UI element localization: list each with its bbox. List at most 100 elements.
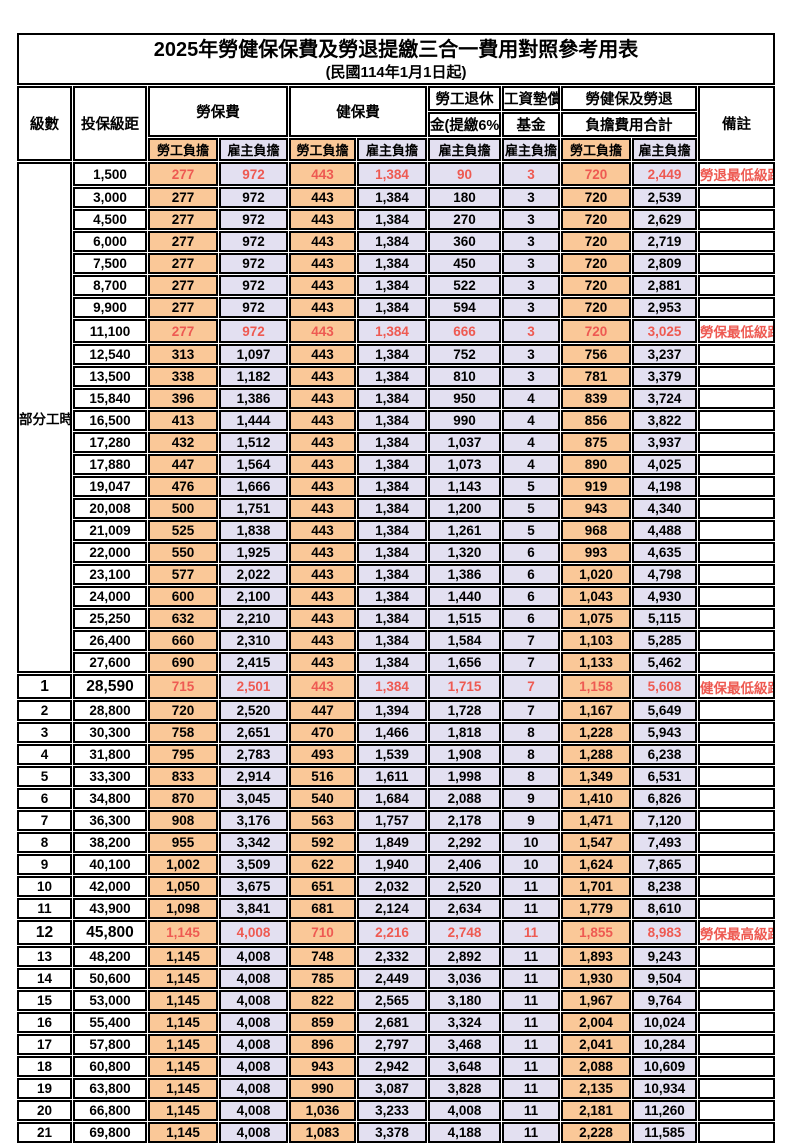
- pension-employer-cell: 1,998: [428, 766, 501, 787]
- col-header-pension-line1: 勞工退休: [428, 86, 501, 111]
- health-employer-cell: 1,384: [357, 162, 427, 186]
- total-employer-cell: 3,025: [632, 319, 697, 343]
- header-row-2: 金(提繳6%) 基金 負擔費用合計: [17, 112, 775, 137]
- remark-cell: [698, 788, 775, 809]
- health-employee-cell: 1,083: [289, 1122, 356, 1143]
- wage-fund-employer-cell: 11: [502, 1012, 560, 1033]
- total-employee-cell: 720: [561, 297, 631, 318]
- wage-fund-employer-cell: 4: [502, 410, 560, 431]
- bracket-cell: 28,800: [73, 700, 147, 721]
- health-employer-cell: 1,384: [357, 586, 427, 607]
- wage-fund-employer-cell: 10: [502, 854, 560, 875]
- level-cell: 9: [17, 854, 72, 875]
- labor-employee-cell: 476: [148, 476, 218, 497]
- labor-employer-cell: 3,176: [219, 810, 288, 831]
- total-employee-cell: 720: [561, 187, 631, 208]
- total-employer-cell: 2,809: [632, 253, 697, 274]
- total-employer-cell: 11,260: [632, 1100, 697, 1121]
- wage-fund-employer-cell: 3: [502, 344, 560, 365]
- col-header-total-line2: 負擔費用合計: [561, 112, 697, 137]
- bracket-cell: 40,100: [73, 854, 147, 875]
- total-employee-cell: 2,228: [561, 1122, 631, 1143]
- total-employer-cell: 4,798: [632, 564, 697, 585]
- total-employee-cell: 2,135: [561, 1078, 631, 1099]
- total-employee-cell: 1,167: [561, 700, 631, 721]
- labor-employee-cell: 1,145: [148, 1034, 218, 1055]
- labor-employer-cell: 2,022: [219, 564, 288, 585]
- health-employee-cell: 493: [289, 744, 356, 765]
- table-row: 20 66,800 1,145 4,008 1,036 3,233 4,008 11 2,181…: [17, 1100, 775, 1121]
- table-row: 12,540 313 1,097 443 1,384 752 3 756 3,237: [17, 344, 775, 365]
- labor-employee-cell: 277: [148, 297, 218, 318]
- pension-employer-cell: 666: [428, 319, 501, 343]
- col-header-health-insurance: 健保費: [289, 86, 427, 137]
- health-employee-cell: 516: [289, 766, 356, 787]
- table-row: 部分工時 1,500 277 972 443 1,384 90 3 720 2,449 勞退最低級距: [17, 162, 775, 673]
- bracket-cell: 20,008: [73, 498, 147, 519]
- health-employer-cell: 2,216: [357, 920, 427, 945]
- pension-employer-cell: 360: [428, 231, 501, 252]
- pension-employer-cell: 3,468: [428, 1034, 501, 1055]
- health-employee-cell: 443: [289, 319, 356, 343]
- bracket-cell: 53,000: [73, 990, 147, 1011]
- part-time-level-cell: 部分工時: [17, 162, 72, 673]
- remark-cell: [698, 1100, 775, 1121]
- wage-fund-employer-cell: 7: [502, 674, 560, 699]
- remark-cell: [698, 744, 775, 765]
- remark-cell: [698, 542, 775, 563]
- pension-employer-cell: 1,261: [428, 520, 501, 541]
- remark-cell: [698, 854, 775, 875]
- bracket-cell: 4,500: [73, 209, 147, 230]
- total-employee-cell: 2,088: [561, 1056, 631, 1077]
- health-employer-cell: 3,087: [357, 1078, 427, 1099]
- health-employer-cell: 1,384: [357, 187, 427, 208]
- wage-fund-employer-cell: 11: [502, 1122, 560, 1143]
- wage-fund-employer-cell: 7: [502, 700, 560, 721]
- wage-fund-employer-cell: 11: [502, 898, 560, 919]
- table-row: 19 63,800 1,145 4,008 990 3,087 3,828 11 2,135 10…: [17, 1078, 775, 1099]
- remark-cell: [698, 766, 775, 787]
- fee-reference-sheet: 2025年勞健保保費及勞退提繳三合一費用對照參考用表 (民國114年1月1日起)…: [16, 32, 776, 1144]
- table-row: 12 45,800 1,145 4,008 710 2,216 2,748 11 1,855 8,…: [17, 920, 775, 945]
- wage-fund-employer-cell: 3: [502, 162, 560, 186]
- total-employer-cell: 10,609: [632, 1056, 697, 1077]
- wage-fund-employer-cell: 11: [502, 1100, 560, 1121]
- level-cell: 7: [17, 810, 72, 831]
- health-employer-cell: 1,384: [357, 388, 427, 409]
- health-employer-cell: 2,332: [357, 946, 427, 967]
- col-header-bracket: 投保級距: [73, 86, 147, 161]
- pension-employer-cell: 2,634: [428, 898, 501, 919]
- health-employer-cell: 1,384: [357, 498, 427, 519]
- pension-employer-cell: 990: [428, 410, 501, 431]
- health-employer-cell: 1,539: [357, 744, 427, 765]
- level-cell: 12: [17, 920, 72, 945]
- bracket-cell: 30,300: [73, 722, 147, 743]
- labor-employee-cell: 338: [148, 366, 218, 387]
- pension-employer-cell: 270: [428, 209, 501, 230]
- labor-employer-cell: 3,841: [219, 898, 288, 919]
- health-employer-cell: 1,394: [357, 700, 427, 721]
- labor-employer-cell: 3,342: [219, 832, 288, 853]
- labor-employer-cell: 1,444: [219, 410, 288, 431]
- total-employee-cell: 1,471: [561, 810, 631, 831]
- wage-fund-employer-cell: 8: [502, 722, 560, 743]
- health-employee-cell: 443: [289, 520, 356, 541]
- labor-employee-cell: 577: [148, 564, 218, 585]
- health-employee-cell: 822: [289, 990, 356, 1011]
- wage-fund-employer-cell: 11: [502, 990, 560, 1011]
- table-row: 13 48,200 1,145 4,008 748 2,332 2,892 11 1,893 9,…: [17, 946, 775, 967]
- total-employer-cell: 3,822: [632, 410, 697, 431]
- total-employee-cell: 1,547: [561, 832, 631, 853]
- health-employee-cell: 990: [289, 1078, 356, 1099]
- total-employer-cell: 2,539: [632, 187, 697, 208]
- labor-employer-cell: 2,651: [219, 722, 288, 743]
- labor-employer-cell: 4,008: [219, 920, 288, 945]
- health-employer-cell: 1,466: [357, 722, 427, 743]
- labor-employer-cell: 2,415: [219, 652, 288, 673]
- wage-fund-employer-cell: 11: [502, 1034, 560, 1055]
- pension-employer-cell: 1,515: [428, 608, 501, 629]
- health-employer-cell: 1,384: [357, 454, 427, 475]
- total-employer-cell: 8,238: [632, 876, 697, 897]
- total-employee-cell: 1,410: [561, 788, 631, 809]
- page-subtitle: (民國114年1月1日起): [325, 63, 467, 81]
